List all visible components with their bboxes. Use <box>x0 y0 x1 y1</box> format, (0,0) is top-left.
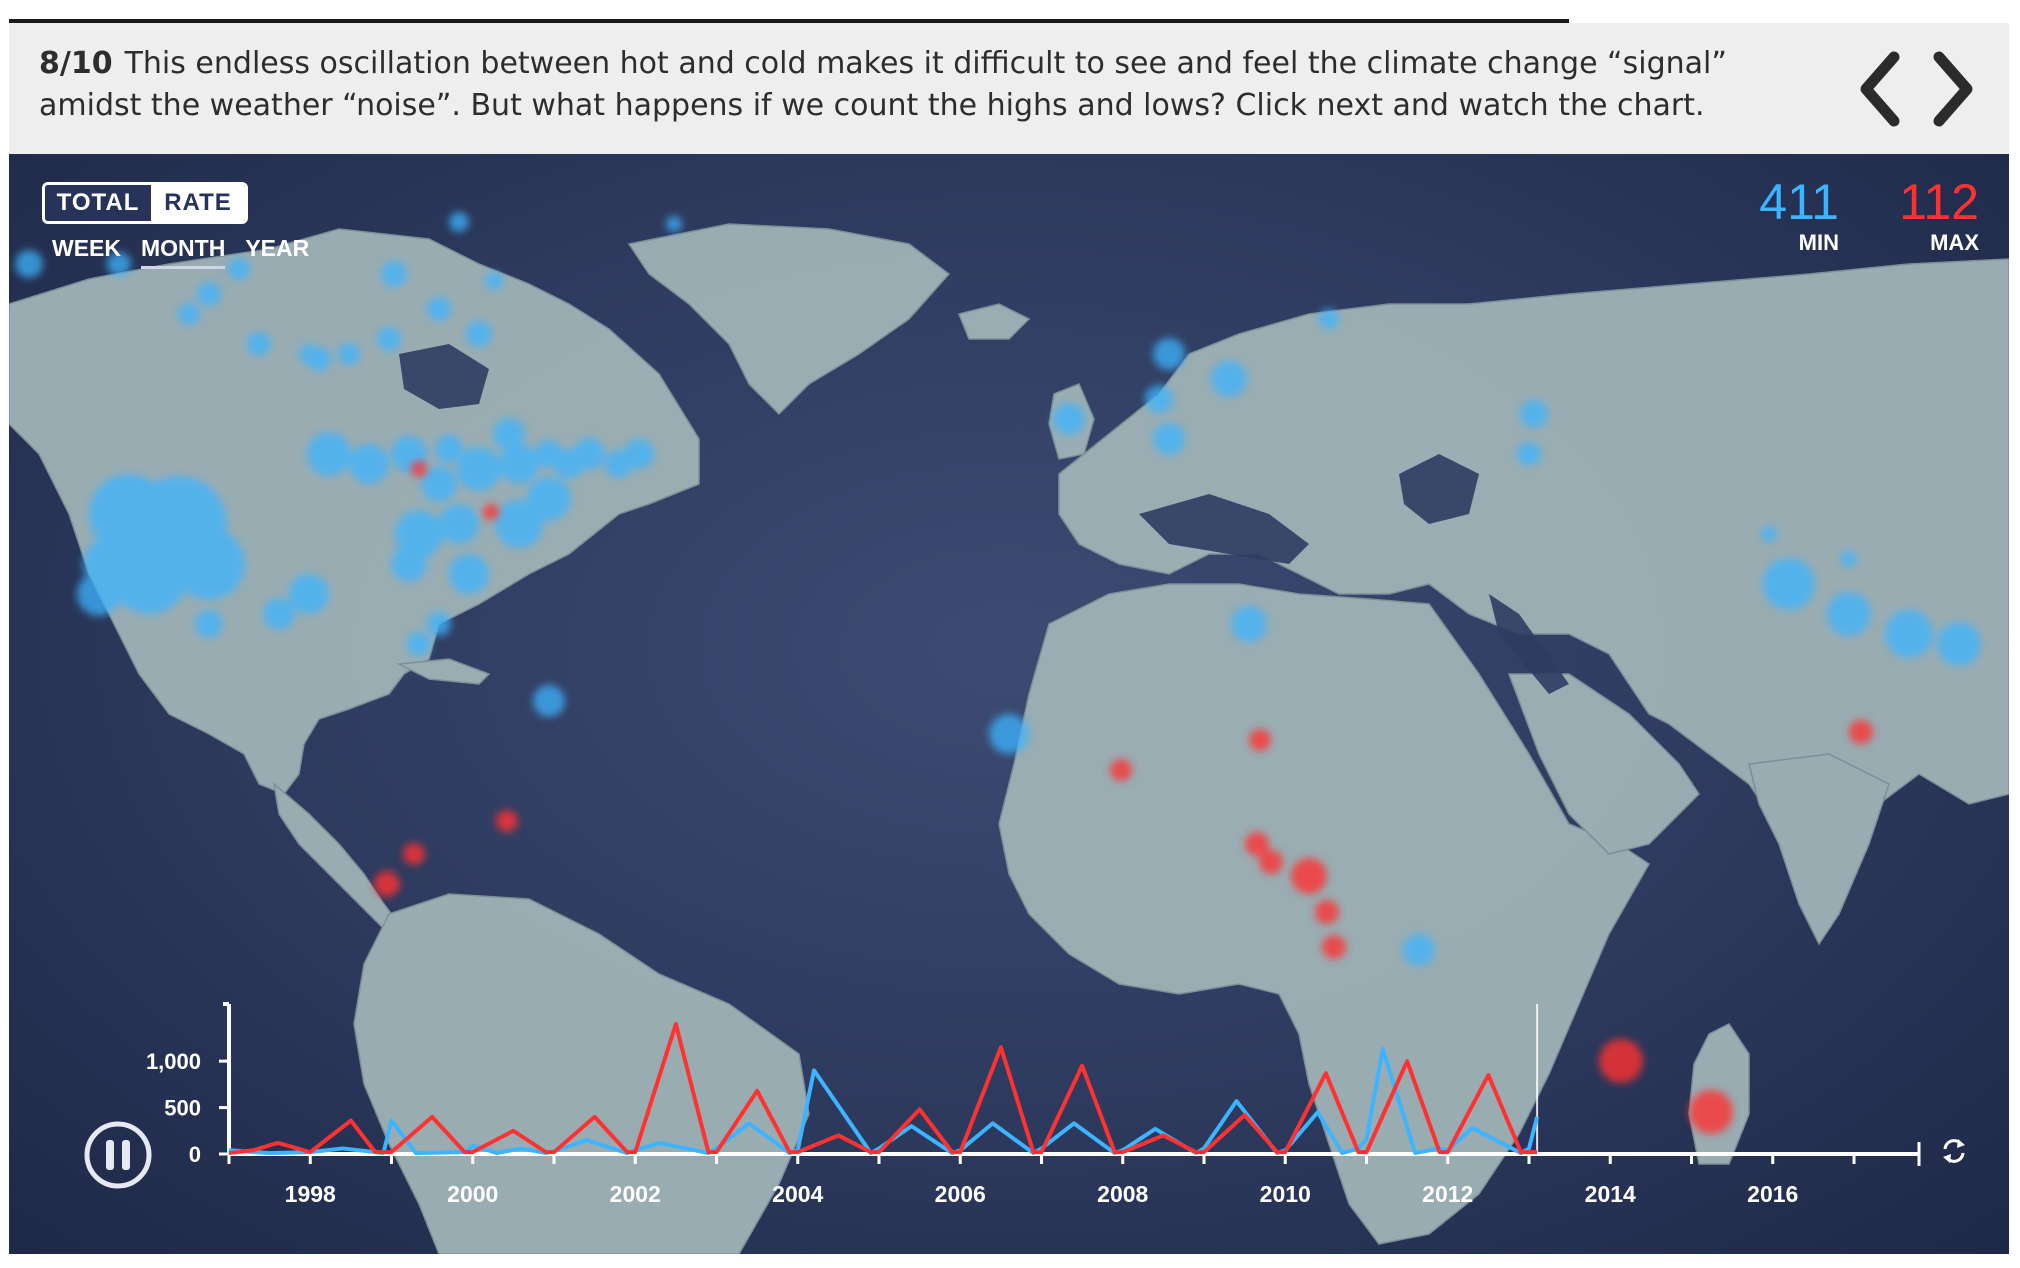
period-tabs: WEEK MONTH YEAR <box>52 235 329 269</box>
story-caption-panel: 8/10 This endless oscillation between hot… <box>9 23 2009 154</box>
records-timeline-chart: 0 500 1,000 1998 2000 2002 2004 2006 2008 2010 201… <box>146 1002 1921 1207</box>
y-tick-label: 1,000 <box>146 1049 201 1074</box>
x-tick-label: 2002 <box>610 1181 661 1207</box>
landmass-greenland <box>627 223 951 416</box>
caption-body: This endless oscillation between hot and… <box>39 46 1727 123</box>
landmass-cuba <box>396 658 491 685</box>
landmass-arabia <box>1507 673 1700 855</box>
x-tick-label: 2010 <box>1260 1181 1311 1207</box>
chevron-right-icon <box>1933 51 1973 127</box>
cold-records-series-line <box>228 1047 1540 1156</box>
y-tick-label: 0 <box>189 1142 201 1167</box>
landmass-south-america <box>353 893 810 1254</box>
x-tick-label: 2012 <box>1422 1181 1473 1207</box>
min-count-label: MIN <box>1798 230 1839 255</box>
next-step-button[interactable] <box>1919 49 1989 129</box>
caption-text-block: 8/10 This endless oscillation between hot… <box>39 43 1819 127</box>
chevron-left-icon <box>1860 51 1900 127</box>
x-tick-label: 2000 <box>447 1181 498 1207</box>
hot-record-markers <box>374 461 1873 1134</box>
climate-map-stage: TOTAL RATE WEEK MONTH YEAR 411 MIN 112 M… <box>9 154 2009 1254</box>
min-records-counter: 411 MIN <box>1759 176 1839 256</box>
toggle-rate-option[interactable]: RATE <box>151 185 245 221</box>
ocean-inlets <box>399 344 1569 694</box>
x-tick-label: 2004 <box>772 1181 823 1207</box>
landmass-iceland <box>957 303 1031 340</box>
tab-week[interactable]: WEEK <box>52 235 121 261</box>
step-counter: 8/10 <box>39 46 113 81</box>
previous-step-button[interactable] <box>1844 49 1914 129</box>
max-count-label: MAX <box>1930 230 1979 255</box>
story-progress-fill <box>9 19 1569 23</box>
landmass-india <box>1748 753 1890 946</box>
x-tick-label: 2006 <box>935 1181 986 1207</box>
replay-button[interactable] <box>1939 1136 1969 1166</box>
cold-record-markers <box>15 212 1981 966</box>
pause-icon <box>84 1121 152 1189</box>
hot-records-series-line <box>228 1022 1538 1156</box>
replay-icon <box>1943 1139 1965 1163</box>
max-count-value: 112 <box>1899 174 1979 230</box>
x-tick-label: 2016 <box>1747 1181 1798 1207</box>
pause-button[interactable] <box>83 1120 153 1190</box>
tab-year[interactable]: YEAR <box>245 235 310 261</box>
y-tick-label: 500 <box>164 1096 201 1121</box>
tab-month[interactable]: MONTH <box>141 235 226 269</box>
toggle-total-option[interactable]: TOTAL <box>45 185 151 221</box>
x-tick-label: 2014 <box>1585 1181 1636 1207</box>
max-records-counter: 112 MAX <box>1899 176 1979 256</box>
total-rate-toggle[interactable]: TOTAL RATE <box>42 182 248 224</box>
min-count-value: 411 <box>1759 174 1839 230</box>
landmass-north-america <box>9 228 700 795</box>
story-progress-bar <box>9 19 2009 23</box>
x-tick-label: 1998 <box>285 1181 336 1207</box>
x-tick-label: 2008 <box>1097 1181 1148 1207</box>
